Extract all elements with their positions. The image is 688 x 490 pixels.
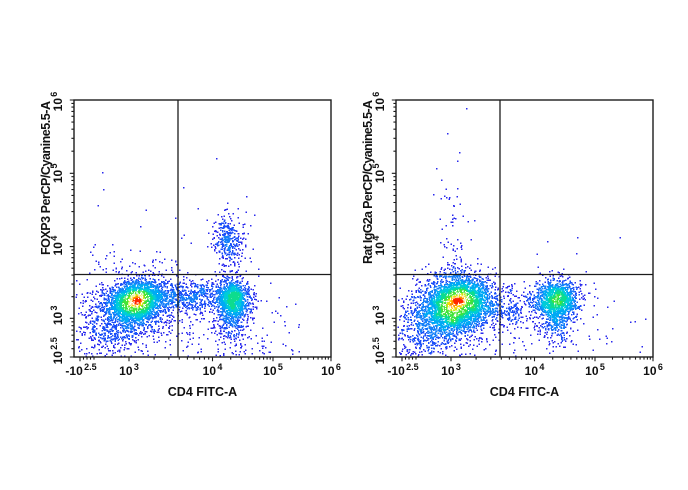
svg-text:103: 103	[441, 362, 461, 378]
svg-text:102.5: 102.5	[371, 337, 387, 364]
svg-text:103: 103	[371, 305, 387, 325]
svg-text:106: 106	[321, 362, 341, 378]
svg-text:103: 103	[119, 362, 139, 378]
svg-text:105: 105	[263, 362, 283, 378]
svg-text:-102.5: -102.5	[65, 362, 96, 378]
svg-text:106: 106	[643, 362, 663, 378]
svg-text:104: 104	[203, 362, 223, 378]
svg-text:Rat IgG2a PerCP/Cyanine5.5-A: Rat IgG2a PerCP/Cyanine5.5-A	[361, 100, 375, 264]
svg-text:-102.5: -102.5	[387, 362, 418, 378]
svg-text:102.5: 102.5	[49, 337, 65, 364]
svg-text:104: 104	[525, 362, 545, 378]
svg-text:103: 103	[49, 305, 65, 325]
svg-text:105: 105	[585, 362, 605, 378]
svg-text:CD4 FITC-A: CD4 FITC-A	[168, 385, 237, 399]
svg-text:FOXP3 PerCP/Cyanine5.5-A: FOXP3 PerCP/Cyanine5.5-A	[39, 101, 53, 255]
svg-text:CD4 FITC-A: CD4 FITC-A	[490, 385, 559, 399]
